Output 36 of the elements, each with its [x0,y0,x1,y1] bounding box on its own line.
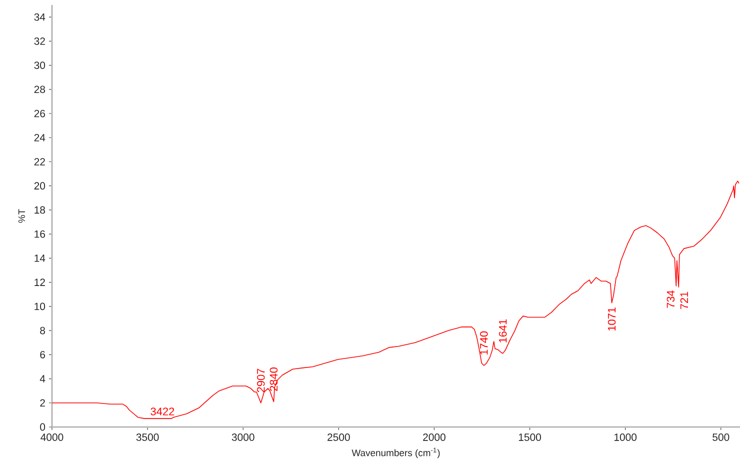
y-tick-label: 2 [40,399,45,407]
y-tick-label: 6 [40,350,46,358]
y-tick-label: 0 [40,423,46,431]
x-tick-label: 500 [712,434,730,441]
annotation: 3422 [150,408,174,416]
annotation: 2907 [257,368,265,392]
annotation: 721 [680,292,688,310]
y-tick-label: 12 [34,278,45,286]
x-axis-title: Wavenumbers (cm$^{-1}$) [352,448,440,458]
annotation: 1071 [608,308,616,331]
x-tick-label: 4000 [40,434,64,441]
annotation: 1641 [498,319,507,342]
y-tick-label: 34 [34,13,46,21]
x-tick-label: 3000 [232,434,254,441]
y-tick-label: 28 [34,86,46,94]
annotation: 734 [666,290,675,308]
y-tick-label: 14 [34,254,46,262]
x-tick-label: 1500 [518,434,541,441]
x-tick-label: 3500 [136,434,159,441]
y-tick-label: 24 [34,134,46,142]
y-tick-label: 8 [40,326,46,334]
annotation: 1740 [480,331,488,354]
y-axis-title: %T [18,209,26,223]
x-tick-label: 1000 [614,434,637,441]
y-tick-label: 20 [34,182,46,190]
y-tick-label: 16 [34,230,46,238]
y-tick-label: 30 [34,62,46,69]
y-tick-label: 4 [40,375,46,382]
x-tick-label: 2500 [328,434,350,441]
y-tick-label: 26 [34,110,46,118]
x-tick-label: 2000 [423,434,446,441]
y-tick-label: 22 [34,158,45,166]
y-tick-label: 10 [34,302,46,310]
y-tick-label: 18 [34,206,46,214]
y-tick-label: 32 [34,37,45,45]
annotation: 2840 [270,368,278,391]
